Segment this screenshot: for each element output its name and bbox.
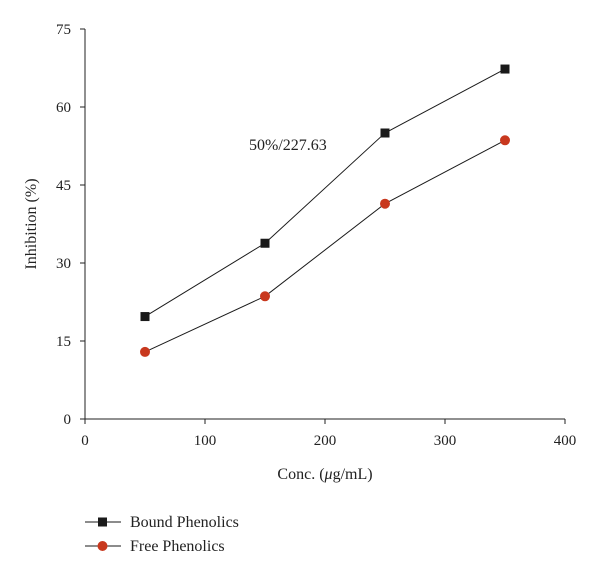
legend-label-free: Free Phenolics [130,538,225,555]
legend-item-free-phenolics: Free Phenolics [85,538,225,555]
y-tick-label: 15 [56,334,71,350]
x-tick-label: 400 [554,433,577,449]
y-tick-label: 30 [56,256,71,272]
series-line [144,68,506,317]
data-point [260,291,270,302]
y-tick-label: 75 [56,22,71,38]
annotation-label: 50%/227.63 [249,137,327,154]
x-axis-label-suffix: g/mL) [333,466,373,483]
legend-marker-square [98,517,107,527]
y-tick-label: 45 [56,178,71,194]
x-axis-label-prefix: Conc. ( [277,466,324,483]
data-point [380,128,390,138]
data-point [140,346,150,357]
legend-item-bound-phenolics: Bound Phenolics [85,514,239,531]
data-point [260,238,270,248]
x-tick-label: 0 [81,433,89,449]
series-line [144,139,506,353]
data-point [380,198,390,209]
x-axis-ticks: 0 100 200 300 400 [81,419,576,449]
x-axis-label-mu: μ [324,466,333,483]
x-tick-label: 300 [434,433,457,449]
y-tick-label: 60 [56,100,71,116]
data-point [500,64,510,74]
plot-area: 0 100 200 300 400 0 15 30 45 60 75 [56,22,576,449]
y-tick-label: 0 [64,412,72,428]
x-tick-label: 100 [194,433,217,449]
legend-marker-circle [97,541,108,551]
data-point [500,135,510,146]
series-bound-phenolics [140,64,510,322]
series-layer [140,64,510,357]
x-tick-label: 200 [314,433,337,449]
legend-label-bound: Bound Phenolics [130,514,239,531]
data-point [140,312,150,322]
series-free-phenolics [140,135,510,357]
y-axis-label: Inhibition (%) [23,178,40,269]
x-axis-label: Conc. (μg/mL) [277,466,372,483]
legend: Bound Phenolics Free Phenolics [85,514,239,555]
y-axis-ticks: 0 15 30 45 60 75 [56,22,85,428]
